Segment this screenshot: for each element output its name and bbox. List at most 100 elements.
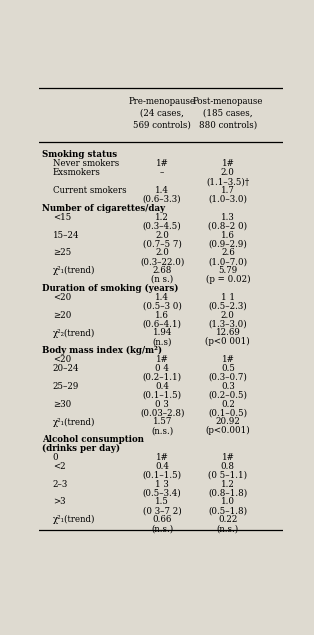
- Text: 1.4: 1.4: [155, 186, 169, 195]
- Text: >3: >3: [53, 497, 65, 507]
- Text: (1.1–3.5)†: (1.1–3.5)†: [206, 177, 249, 186]
- Text: (0.1–1.5): (0.1–1.5): [143, 471, 182, 480]
- Text: (0.3–4.5): (0.3–4.5): [143, 222, 181, 231]
- Text: χ²₂(trend): χ²₂(trend): [53, 328, 95, 338]
- Text: <15: <15: [53, 213, 71, 222]
- Text: (0.5–3 0): (0.5–3 0): [143, 302, 181, 311]
- Text: (0.6–3.3): (0.6–3.3): [143, 195, 181, 204]
- Text: 1#: 1#: [221, 453, 234, 462]
- Text: 0 3: 0 3: [155, 399, 169, 408]
- Text: (0.5–1.8): (0.5–1.8): [208, 506, 247, 516]
- Text: Post-menopause
(185 cases,
880 controls): Post-menopause (185 cases, 880 controls): [192, 97, 263, 129]
- Text: Smoking status: Smoking status: [42, 150, 117, 159]
- Text: 15–24: 15–24: [53, 231, 79, 239]
- Text: (0.2–1.1): (0.2–1.1): [143, 373, 182, 382]
- Text: 25–29: 25–29: [53, 382, 79, 391]
- Text: (drinks per day): (drinks per day): [42, 444, 120, 453]
- Text: ≥20: ≥20: [53, 311, 71, 319]
- Text: (n.s.): (n.s.): [151, 426, 173, 436]
- Text: 2.0: 2.0: [155, 248, 169, 257]
- Text: (0.5–2.3): (0.5–2.3): [208, 302, 247, 311]
- Text: Exsmokers: Exsmokers: [53, 168, 100, 177]
- Text: 1.5: 1.5: [155, 497, 169, 507]
- Text: (n.s.): (n.s.): [217, 524, 239, 533]
- Text: 0.22: 0.22: [218, 515, 237, 525]
- Text: (0 3–7 2): (0 3–7 2): [143, 506, 181, 516]
- Text: Alcohol consumption: Alcohol consumption: [42, 435, 144, 444]
- Text: <20: <20: [53, 355, 71, 364]
- Text: 0.2: 0.2: [221, 399, 235, 408]
- Text: (p<0.001): (p<0.001): [205, 426, 250, 436]
- Text: 0 4: 0 4: [155, 364, 169, 373]
- Text: Number of cigarettes/day: Number of cigarettes/day: [42, 204, 165, 213]
- Text: <2: <2: [53, 462, 65, 471]
- Text: 20.92: 20.92: [215, 417, 240, 426]
- Text: 1.57: 1.57: [153, 417, 172, 426]
- Text: ≥30: ≥30: [53, 399, 71, 408]
- Text: (0.03–2.8): (0.03–2.8): [140, 408, 184, 417]
- Text: Never smokers: Never smokers: [53, 159, 119, 168]
- Text: 2.0: 2.0: [221, 168, 235, 177]
- Text: 0.4: 0.4: [155, 382, 169, 391]
- Text: (p<0 001): (p<0 001): [205, 337, 250, 347]
- Text: 2.0: 2.0: [155, 231, 169, 239]
- Text: (0 5–1.1): (0 5–1.1): [208, 471, 247, 480]
- Text: 1.2: 1.2: [221, 479, 235, 489]
- Text: 1#: 1#: [156, 159, 169, 168]
- Text: (n.s): (n.s): [152, 337, 172, 346]
- Text: 20–24: 20–24: [53, 364, 79, 373]
- Text: Pre-menopause
(24 cases,
569 controls): Pre-menopause (24 cases, 569 controls): [128, 97, 196, 129]
- Text: Body mass index (kg/m²): Body mass index (kg/m²): [42, 346, 162, 356]
- Text: 1.2: 1.2: [155, 213, 169, 222]
- Text: (1.3–3.0): (1.3–3.0): [208, 319, 247, 328]
- Text: (0.9–2.9): (0.9–2.9): [208, 239, 247, 248]
- Text: (1.0–7.0): (1.0–7.0): [208, 257, 247, 266]
- Text: χ²₁(trend): χ²₁(trend): [53, 266, 95, 275]
- Text: –: –: [160, 168, 164, 177]
- Text: 1 3: 1 3: [155, 479, 169, 489]
- Text: Duration of smoking (years): Duration of smoking (years): [42, 284, 178, 293]
- Text: 1.6: 1.6: [221, 231, 235, 239]
- Text: (0.1–1.5): (0.1–1.5): [143, 391, 182, 399]
- Text: (0.5–3.4): (0.5–3.4): [143, 488, 181, 498]
- Text: 0.4: 0.4: [155, 462, 169, 471]
- Text: 1#: 1#: [156, 453, 169, 462]
- Text: (p = 0.02): (p = 0.02): [206, 275, 250, 284]
- Text: 0.3: 0.3: [221, 382, 235, 391]
- Text: χ²₁(trend): χ²₁(trend): [53, 515, 95, 525]
- Text: 12.69: 12.69: [215, 328, 240, 337]
- Text: 2.68: 2.68: [153, 266, 172, 275]
- Text: (0.1–0.5): (0.1–0.5): [208, 408, 247, 417]
- Text: (0.8–1.8): (0.8–1.8): [208, 488, 247, 498]
- Text: 2–3: 2–3: [53, 479, 68, 489]
- Text: Current smokers: Current smokers: [53, 186, 126, 195]
- Text: (n.s.): (n.s.): [151, 524, 173, 533]
- Text: (0.6–4.1): (0.6–4.1): [143, 319, 181, 328]
- Text: 2.0: 2.0: [221, 311, 235, 319]
- Text: (0.3–0.7): (0.3–0.7): [208, 373, 247, 382]
- Text: ≥25: ≥25: [53, 248, 71, 257]
- Text: 0: 0: [53, 453, 58, 462]
- Text: (n s.): (n s.): [151, 275, 173, 284]
- Text: (1.0–3.0): (1.0–3.0): [208, 195, 247, 204]
- Text: (0.2–0.5): (0.2–0.5): [208, 391, 247, 399]
- Text: 0.8: 0.8: [221, 462, 235, 471]
- Text: χ²₁(trend): χ²₁(trend): [53, 417, 95, 427]
- Text: 1#: 1#: [156, 355, 169, 364]
- Text: 1 1: 1 1: [221, 293, 235, 302]
- Text: (0.8–2 0): (0.8–2 0): [208, 222, 247, 231]
- Text: 1.7: 1.7: [221, 186, 235, 195]
- Text: 0.66: 0.66: [153, 515, 172, 525]
- Text: (0.3–22.0): (0.3–22.0): [140, 257, 184, 266]
- Text: 1.4: 1.4: [155, 293, 169, 302]
- Text: 1#: 1#: [221, 159, 234, 168]
- Text: 1.94: 1.94: [153, 328, 172, 337]
- Text: 1.0: 1.0: [221, 497, 235, 507]
- Text: 1#: 1#: [221, 355, 234, 364]
- Text: 0.5: 0.5: [221, 364, 235, 373]
- Text: 1.6: 1.6: [155, 311, 169, 319]
- Text: 1.3: 1.3: [221, 213, 235, 222]
- Text: 2.6: 2.6: [221, 248, 235, 257]
- Text: <20: <20: [53, 293, 71, 302]
- Text: 5.79: 5.79: [218, 266, 237, 275]
